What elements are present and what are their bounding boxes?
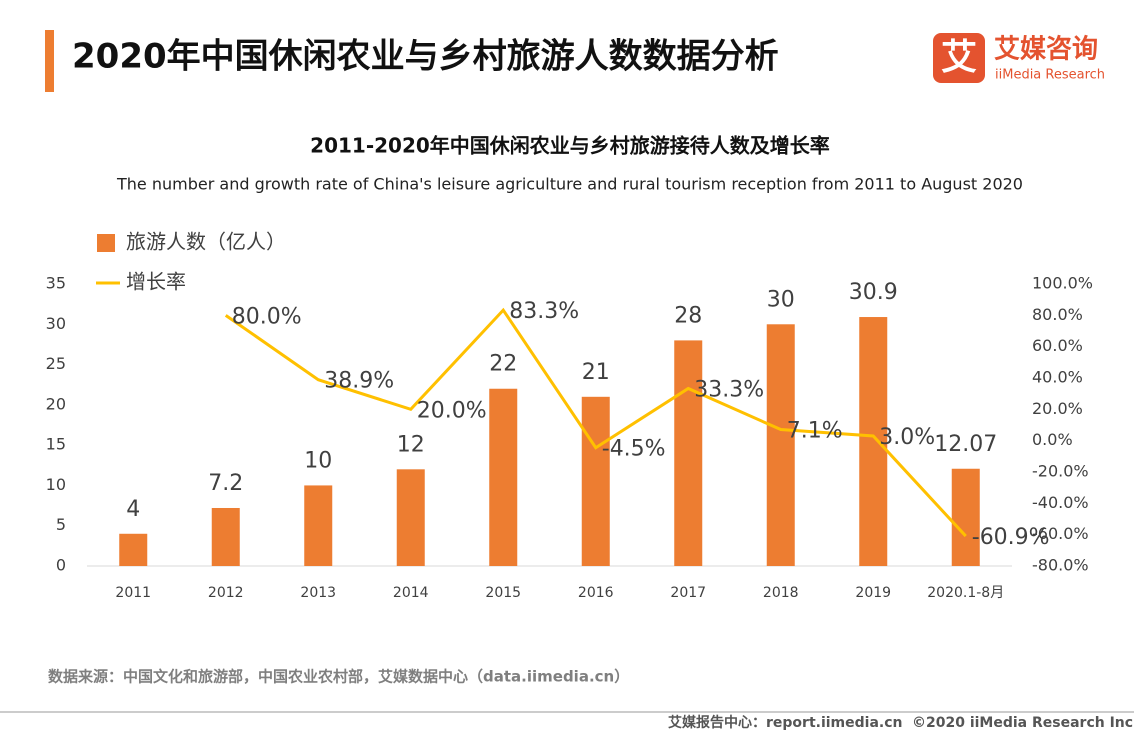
page-title: 2020年中国休闲农业与乡村旅游人数数据分析 [72,37,779,77]
x-tick-label: 2015 [485,585,521,601]
bar [396,469,425,566]
x-tick-label: 2017 [670,585,706,601]
y2-tick-label: -60.0% [1032,524,1089,543]
line-value-label: 83.3% [509,299,579,324]
x-tick-label: 2013 [300,585,336,601]
bar [581,396,610,566]
logo-box [933,33,985,83]
chart-title: 2011-2020年中国休闲农业与乡村旅游接待人数及增长率 [310,134,830,158]
y-tick-label: 20 [46,394,66,413]
y-tick-label: 25 [46,354,66,373]
bar [119,533,148,566]
y-tick-label: 30 [46,314,66,333]
bar-value-label: 10 [304,448,332,473]
title-accent [45,30,54,92]
chart-subtitle: The number and growth rate of China's le… [116,175,1023,194]
y-tick-label: 15 [46,435,66,454]
y-tick-label: 10 [46,475,66,494]
y2-tick-label: 60.0% [1032,336,1083,355]
x-tick-label: 2011 [115,585,151,601]
bar [211,507,240,566]
footer-copyright: ©2020 iiMedia Research Inc [912,715,1133,731]
bar-value-label: 7.2 [208,471,243,496]
y2-tick-label: 100.0% [1032,274,1093,293]
footer-center: 艾媒报告中心：report.iimedia.cn [668,714,903,731]
growth-line [224,307,967,538]
y-tick-label: 5 [56,515,66,534]
bar-value-label: 21 [582,360,610,385]
y2-tick-label: -20.0% [1032,462,1089,481]
logo-name: 艾媒咨询 [994,34,1098,65]
x-tick-label: 2014 [393,585,429,601]
y-tick-label: 0 [56,556,66,575]
bar [766,324,795,566]
y2-tick-label: -40.0% [1032,493,1089,512]
line-value-label: -4.5% [602,437,666,462]
line-value-label: -60.9% [972,525,1050,550]
line-value-label: 80.0% [232,304,302,329]
bar [304,485,333,566]
legend-swatch [97,234,115,252]
x-tick-label: 2020.1-8月 [927,585,1004,601]
legend-label: 旅游人数（亿人） [126,230,286,254]
bar [859,317,888,566]
logo-icon: 艾 [941,37,977,78]
bar-value-label: 12 [397,432,425,457]
y2-tick-label: 40.0% [1032,368,1083,387]
line-value-label: 7.1% [787,419,843,444]
logo-sub: iiMedia Research [995,68,1105,83]
line-value-label: 20.0% [417,398,487,423]
line-value-label: 33.3% [694,377,764,402]
x-tick-label: 2016 [578,585,614,601]
x-tick-label: 2019 [855,585,891,601]
bar-value-label: 12.07 [934,432,997,457]
legend-label: 增长率 [126,270,186,294]
y2-tick-label: -80.0% [1032,556,1089,575]
bar-value-label: 30 [767,287,795,312]
x-tick-label: 2018 [763,585,799,601]
y2-tick-label: 0.0% [1032,430,1073,449]
bar-value-label: 28 [674,303,702,328]
bar-value-label: 4 [126,497,140,522]
bar [951,468,980,566]
line-value-label: 3.0% [879,425,935,450]
bar-value-label: 22 [489,352,517,377]
x-tick-label: 2012 [208,585,244,601]
bar [674,340,703,566]
y2-tick-label: 80.0% [1032,305,1083,324]
y2-tick-label: 20.0% [1032,399,1083,418]
line-value-label: 38.9% [324,369,394,394]
bar [489,388,518,566]
source: 数据来源：中国文化和旅游部，中国农业农村部，艾媒数据中心（data.iimedi… [48,668,629,686]
y-tick-label: 35 [46,274,66,293]
bar-value-label: 30.9 [849,280,898,305]
